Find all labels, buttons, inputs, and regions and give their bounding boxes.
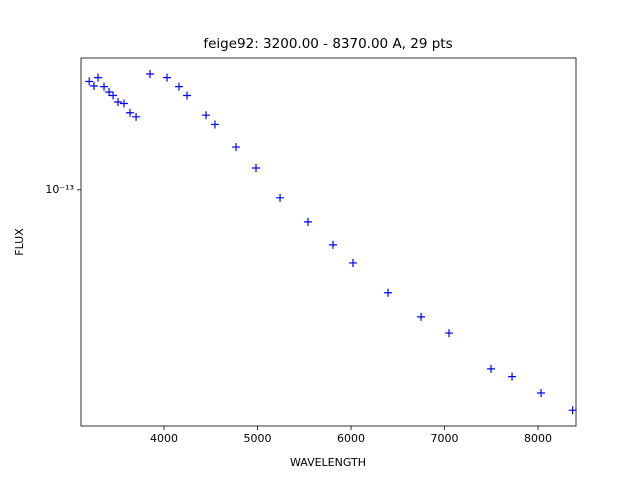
marker xyxy=(183,91,192,100)
marker xyxy=(109,91,118,100)
marker xyxy=(105,88,114,97)
x-axis-label: WAVELENGTH xyxy=(290,456,366,469)
marker xyxy=(348,258,357,267)
marker xyxy=(202,111,211,120)
marker xyxy=(100,82,109,91)
marker xyxy=(328,240,337,249)
marker xyxy=(132,112,141,121)
y-axis-label: FLUX xyxy=(13,228,26,256)
marker xyxy=(163,73,172,82)
marker xyxy=(508,372,517,381)
marker xyxy=(537,389,546,398)
plot-frame xyxy=(80,57,577,427)
marker xyxy=(85,77,94,86)
marker xyxy=(125,108,134,117)
marker xyxy=(89,81,98,90)
x-tick-label: 8000 xyxy=(524,432,552,445)
marker xyxy=(232,143,241,152)
y-tick-label: 10⁻¹³ xyxy=(45,183,74,196)
marker xyxy=(568,406,577,415)
marker xyxy=(276,193,285,202)
x-tick-label: 4000 xyxy=(150,432,178,445)
marker xyxy=(384,288,393,297)
marker xyxy=(487,364,496,373)
marker xyxy=(114,98,123,107)
marker xyxy=(304,217,313,226)
marker xyxy=(417,312,426,321)
x-tick-label: 5000 xyxy=(244,432,272,445)
marker xyxy=(94,73,103,82)
marker xyxy=(174,82,183,91)
x-tick-label: 6000 xyxy=(337,432,365,445)
marker xyxy=(445,329,454,338)
marker xyxy=(146,69,155,78)
marker xyxy=(210,120,219,129)
marker xyxy=(252,163,261,172)
x-tick-label: 7000 xyxy=(431,432,459,445)
marker xyxy=(120,99,129,108)
chart-title: feige92: 3200.00 - 8370.00 A, 29 pts xyxy=(203,36,452,52)
